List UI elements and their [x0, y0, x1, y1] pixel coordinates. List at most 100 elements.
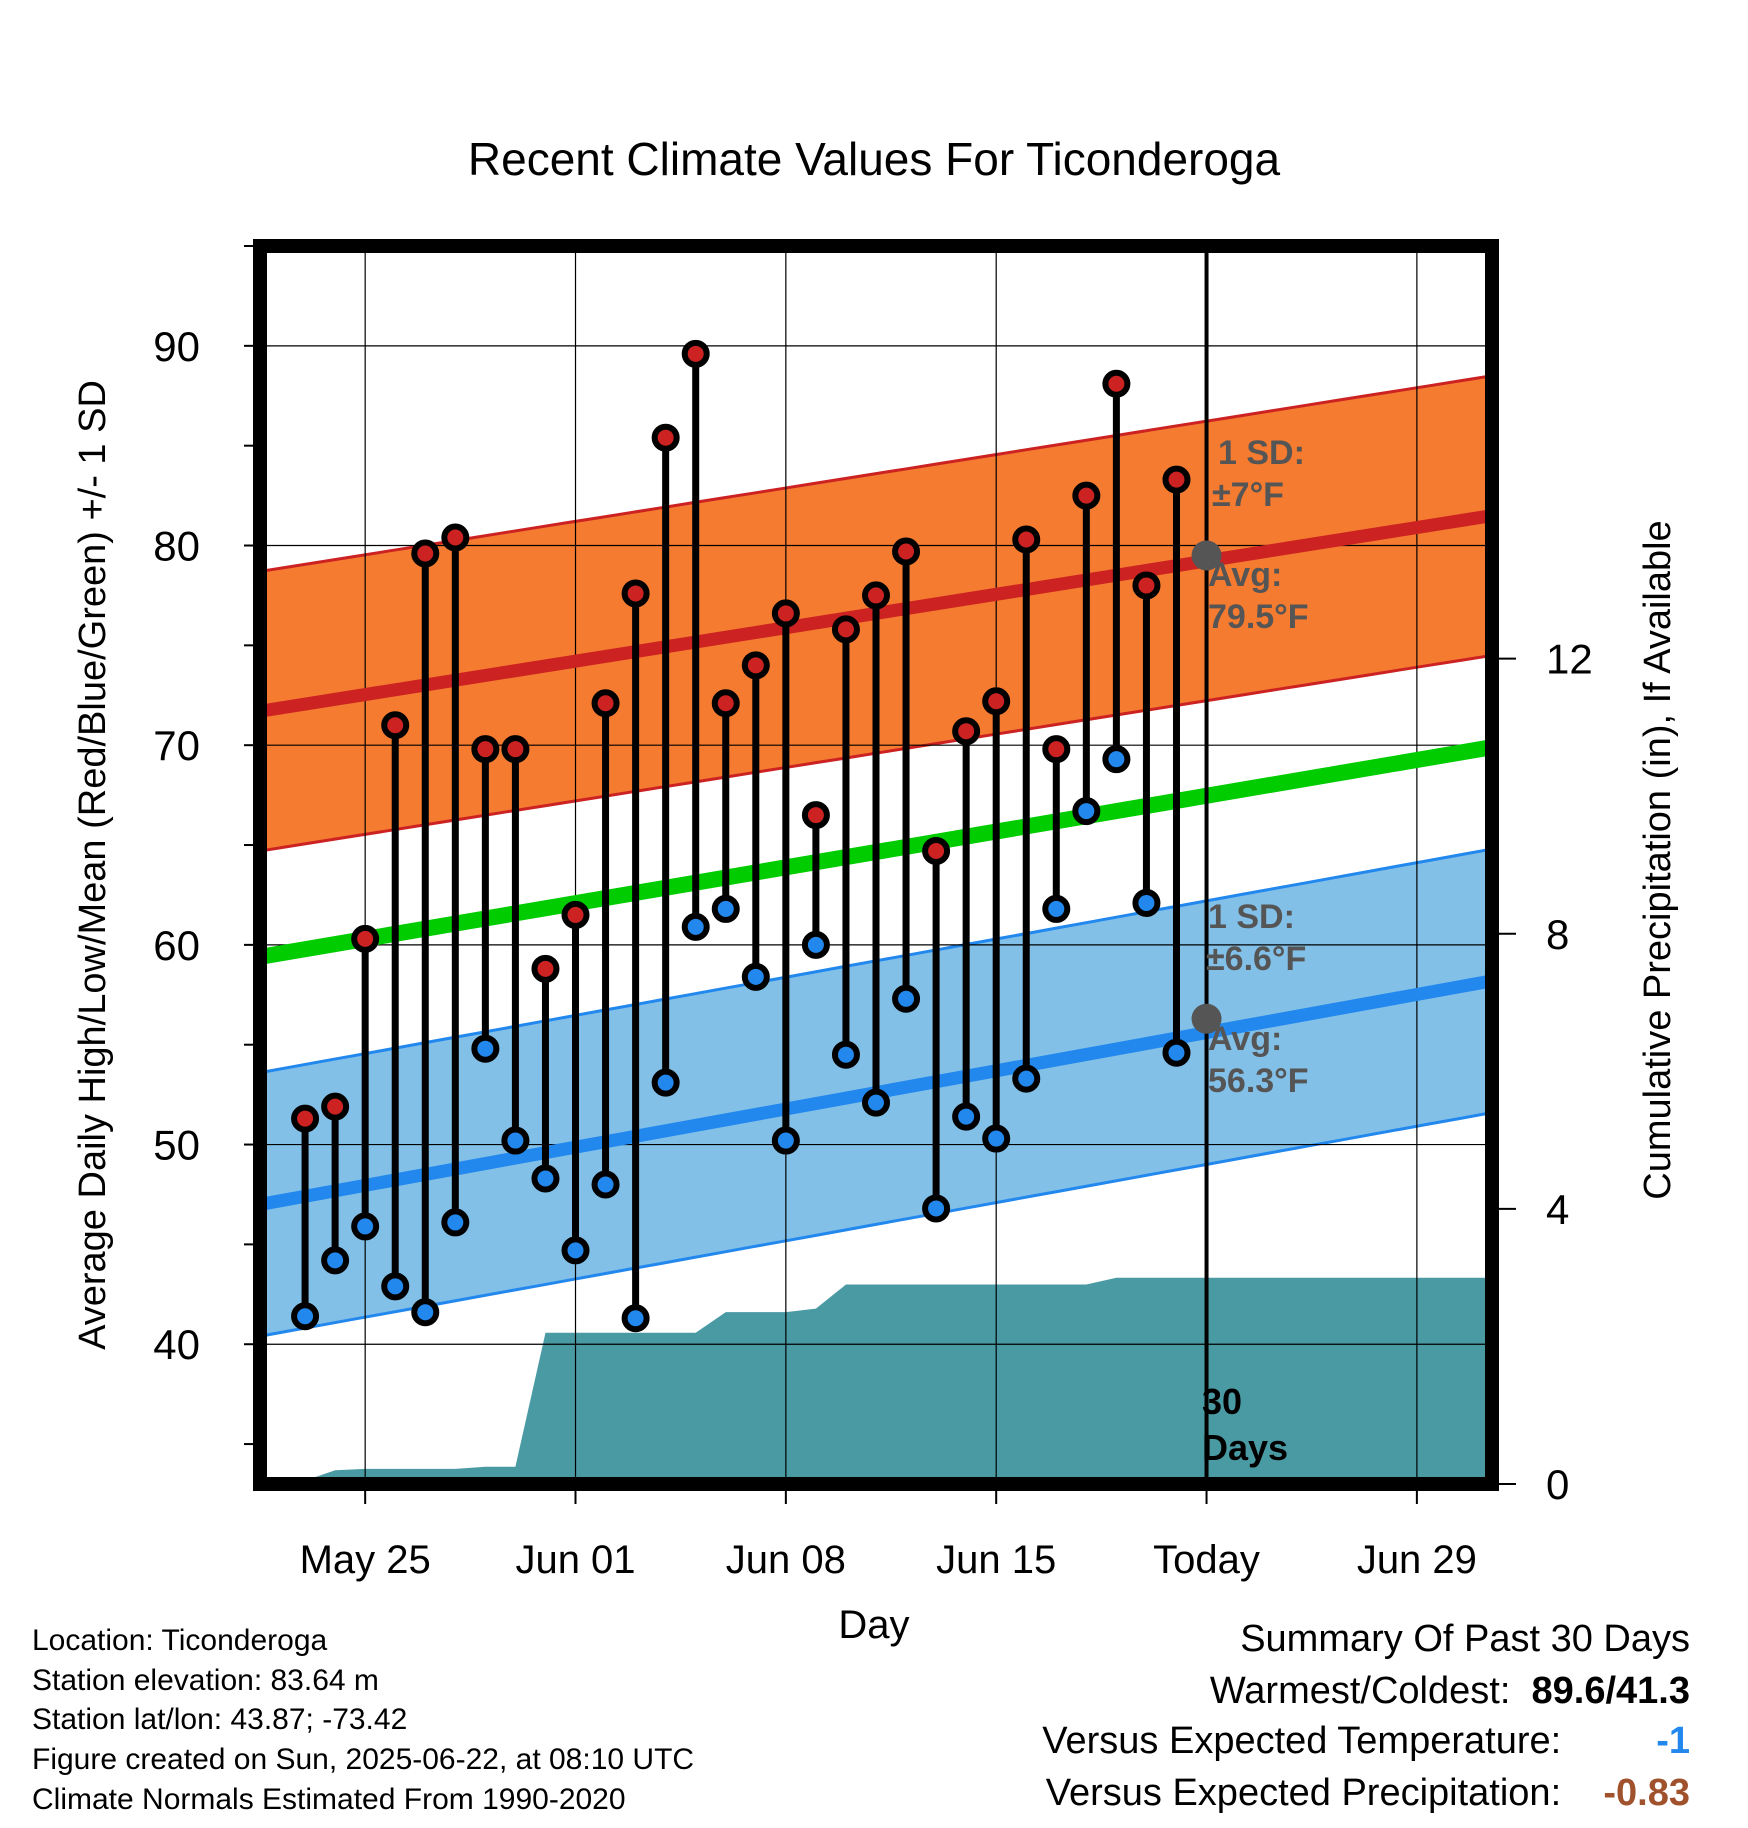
- summary-warmest-row: Warmest/Coldest: 89.6/41.3: [1210, 1670, 1690, 1713]
- precipitation-area: [275, 1277, 1492, 1484]
- low-point: [801, 930, 830, 959]
- low-point: [1162, 1038, 1191, 1067]
- low-sd-lower-line: [261, 1111, 1491, 1338]
- high-point: [651, 423, 680, 452]
- low-point: [411, 1298, 440, 1327]
- low-point: [892, 984, 921, 1013]
- summary-temp-label: Versus Expected Temperature:: [1042, 1720, 1562, 1762]
- low-point: [501, 1126, 530, 1155]
- high-point: [1162, 465, 1191, 494]
- footer-location: Location: Ticonderoga: [32, 1624, 328, 1657]
- summary-temp-value: -1: [1656, 1720, 1690, 1762]
- low-point: [681, 912, 710, 941]
- high-point: [1042, 735, 1071, 764]
- x-axis-label: Day: [838, 1603, 909, 1647]
- x-tick-label: Jun 29: [1357, 1538, 1477, 1582]
- high-point: [982, 687, 1011, 716]
- y-tick-label: 50: [153, 1122, 200, 1169]
- plot-area: 1 SD: ±7°F Avg: 79.5°F 1 SD: ±6.6°F Avg: 56.3°F…: [260, 246, 1492, 1484]
- low-point: [321, 1246, 350, 1275]
- x-tick-label: May 25: [300, 1538, 431, 1582]
- plot-frame: [253, 239, 1499, 1491]
- daily-temperature-stems: [291, 339, 1191, 1333]
- low-point: [351, 1212, 380, 1241]
- low-point: [531, 1164, 560, 1193]
- high-point: [291, 1104, 320, 1133]
- annotations: 1 SD: ±7°F Avg: 79.5°F 1 SD: ±6.6°F Avg: 56.3°F: [1191, 434, 1309, 1100]
- high-point: [561, 900, 590, 929]
- high-point: [1102, 369, 1131, 398]
- high-sd-label: 1 SD:: [1218, 434, 1305, 472]
- low-point: [741, 962, 770, 991]
- high-sd-value: ±7°F: [1212, 476, 1284, 514]
- high-avg-marker: [1191, 540, 1222, 571]
- high-point: [351, 924, 380, 953]
- low-point: [441, 1208, 470, 1237]
- high-point: [681, 339, 710, 368]
- low-avg-marker: [1191, 1003, 1222, 1034]
- y-tick-label: 40: [153, 1321, 200, 1368]
- summary-title: Summary Of Past 30 Days: [1240, 1618, 1690, 1660]
- high-point: [922, 837, 951, 866]
- high-avg-value: 79.5°F: [1208, 598, 1309, 636]
- low-sd-label: 1 SD:: [1208, 898, 1295, 936]
- summary-warmest-label: Warmest/Coldest:: [1209, 1670, 1511, 1712]
- low-point: [1102, 745, 1131, 774]
- low-point: [831, 1040, 860, 1069]
- summary-precip-row: Versus Expected Precipitation: -0.83: [1046, 1772, 1690, 1815]
- low-point: [982, 1124, 1011, 1153]
- high-point: [771, 599, 800, 628]
- chart-title: Recent Climate Values For Ticonderoga: [468, 133, 1281, 185]
- low-point: [1042, 894, 1071, 923]
- high-point: [471, 735, 500, 764]
- high-point: [741, 651, 770, 680]
- y-axis-left: 40 50 60 70 80 90: [153, 245, 253, 1446]
- high-avg-label: Avg:: [1208, 556, 1282, 594]
- high-point: [831, 615, 860, 644]
- low-point: [952, 1102, 981, 1131]
- high-point: [1132, 571, 1161, 600]
- x-tick-label: Jun 08: [726, 1538, 846, 1582]
- low-point: [381, 1272, 410, 1301]
- low-point: [621, 1304, 650, 1333]
- high-point: [531, 954, 560, 983]
- y-tick-label: 90: [153, 323, 200, 370]
- footer-latlon: Station lat/lon: 43.87; -73.42: [32, 1703, 408, 1736]
- high-point: [441, 523, 470, 552]
- high-point: [801, 801, 830, 830]
- y-tick-label: 70: [153, 722, 200, 769]
- high-point: [411, 539, 440, 568]
- today-days-label-line: 30: [1202, 1381, 1242, 1422]
- x-tick-label: Jun 01: [515, 1538, 635, 1582]
- high-point: [952, 717, 981, 746]
- footer-elevation: Station elevation: 83.64 m: [32, 1664, 379, 1697]
- y-tick-label: 60: [153, 922, 200, 969]
- high-point: [381, 711, 410, 740]
- high-point: [501, 735, 530, 764]
- y2-tick-label: 0: [1546, 1461, 1569, 1508]
- low-avg-label: Avg:: [1208, 1020, 1282, 1058]
- low-point: [1012, 1064, 1041, 1093]
- low-avg-value: 56.3°F: [1208, 1062, 1309, 1100]
- low-point: [922, 1194, 951, 1223]
- low-point: [591, 1170, 620, 1199]
- x-tick-label: Jun 15: [936, 1538, 1056, 1582]
- high-point: [711, 689, 740, 718]
- x-tick-label: Today: [1153, 1538, 1260, 1582]
- y2-axis-label: Cumulative Precipitation (in), If Availa…: [1637, 520, 1679, 1199]
- y-axis-label: Average Daily High/Low/Mean (Red/Blue/Gr…: [72, 380, 114, 1350]
- summary-warmest-value: 89.6/41.3: [1531, 1670, 1690, 1712]
- high-point: [862, 581, 890, 610]
- footer-created: Figure created on Sun, 2025-06-22, at 08…: [32, 1743, 695, 1776]
- x-axis: May 25 Jun 01 Jun 08 Jun 15 Today Jun 29: [300, 1491, 1477, 1582]
- low-point: [561, 1236, 590, 1265]
- low-sd-value: ±6.6°F: [1206, 940, 1306, 978]
- low-point: [291, 1302, 320, 1331]
- footer-normals: Climate Normals Estimated From 1990-2020: [32, 1783, 626, 1816]
- high-point: [621, 579, 650, 608]
- high-point: [892, 537, 921, 566]
- low-point: [471, 1034, 500, 1063]
- summary-precip-label: Versus Expected Precipitation:: [1045, 1772, 1562, 1814]
- today-days-label: 30 Days: [1202, 1381, 1288, 1468]
